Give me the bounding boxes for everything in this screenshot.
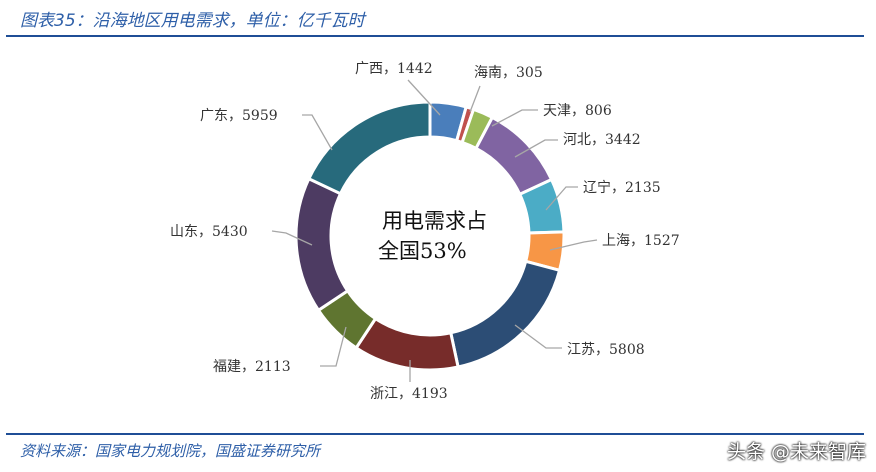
- data-label: 广东，5959: [200, 108, 278, 124]
- center-text-line2: 全国53%: [378, 239, 467, 263]
- title-divider: [6, 35, 864, 37]
- data-label: 广西，1442: [355, 61, 433, 77]
- leader-line: [491, 109, 538, 127]
- chart-title: 图表35：沿海地区用电需求，单位：亿千瓦时: [20, 11, 365, 31]
- data-labels: 广西，1442 海南，305 天津，806 河北，3442 辽宁，2135 上海，1527…: [170, 61, 680, 402]
- footer-divider: [6, 433, 864, 435]
- source-note: 资料来源：国家电力规划院，国盛证券研究所: [20, 442, 321, 460]
- data-label: 海南，305: [474, 65, 543, 81]
- data-label: 福建，2113: [213, 359, 291, 375]
- watermark: 头条 @未来智库: [726, 441, 866, 463]
- data-label: 浙江，4193: [370, 386, 448, 402]
- leader-line: [549, 239, 598, 251]
- slice-江苏: [448, 259, 562, 369]
- data-label: 辽宁，2135: [583, 179, 661, 196]
- leader-line: [469, 85, 481, 113]
- leader-line: [320, 326, 347, 367]
- data-label: 上海，1527: [602, 233, 680, 249]
- slice-山东: [294, 176, 350, 313]
- leader-line: [514, 139, 558, 158]
- center-text-line1: 用电需求占: [382, 209, 487, 233]
- slices: [294, 100, 566, 372]
- leader-line: [302, 114, 333, 151]
- data-label: 河北，3442: [563, 132, 641, 148]
- leader-line: [407, 79, 441, 116]
- leader-lines: [271, 79, 598, 382]
- leader-line: [271, 230, 313, 246]
- leader-line: [514, 324, 562, 349]
- leader-line: [545, 186, 578, 211]
- slice-广东: [306, 100, 432, 196]
- data-label: 天津，806: [543, 103, 612, 119]
- data-label: 江苏，5808: [567, 342, 645, 358]
- slice-河北: [474, 115, 554, 197]
- data-label: 山东，5430: [170, 224, 248, 240]
